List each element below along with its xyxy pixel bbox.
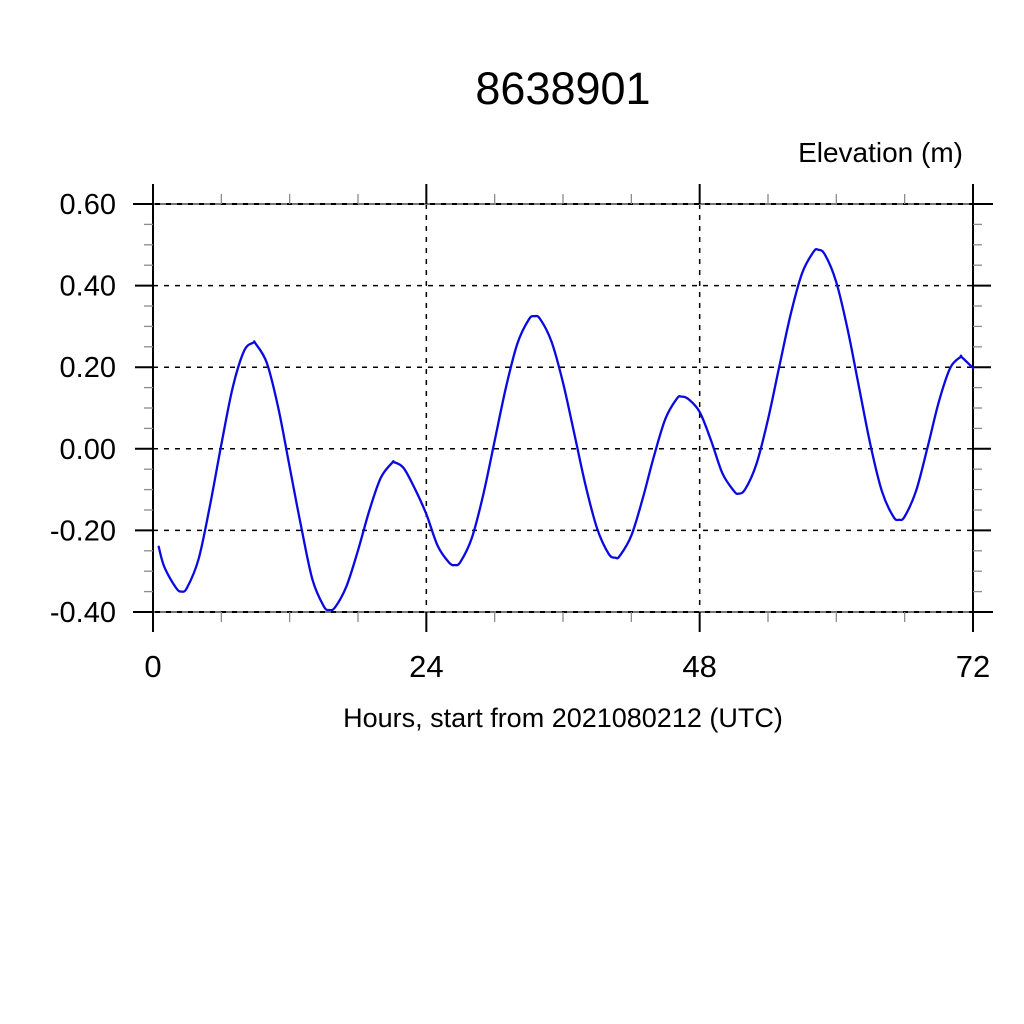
- y-tick-label: 0.00: [60, 434, 116, 466]
- y-tick-label: 0.40: [60, 271, 116, 303]
- y-axis-title: Elevation (m): [798, 137, 963, 168]
- chart-title: 8638901: [475, 63, 651, 114]
- x-tick-label: 0: [144, 649, 161, 684]
- x-tick-label: 48: [682, 649, 716, 684]
- y-tick-label: -0.20: [50, 515, 116, 547]
- elevation-curve: [157, 247, 975, 612]
- y-tick-label: 0.60: [60, 189, 116, 221]
- x-tick-label: 72: [956, 649, 990, 684]
- x-axis-title: Hours, start from 2021080212 (UTC): [343, 703, 783, 733]
- y-tick-label: 0.20: [60, 352, 116, 384]
- x-tick-label: 24: [409, 649, 443, 684]
- y-tick-label: -0.40: [50, 597, 116, 629]
